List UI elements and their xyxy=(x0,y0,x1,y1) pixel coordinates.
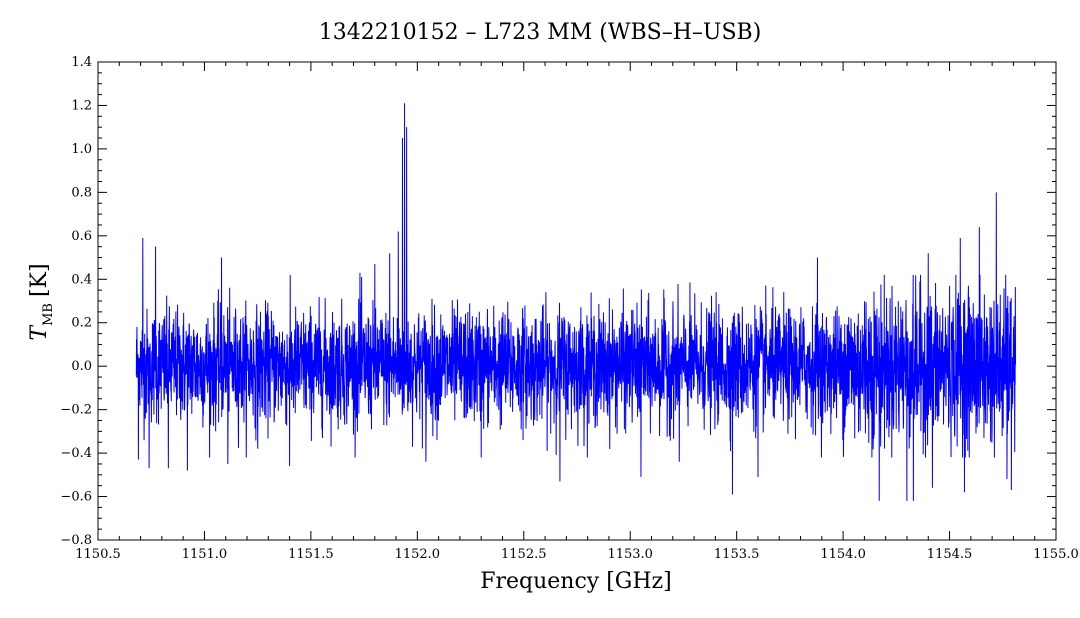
y-tick-label: 1.4 xyxy=(71,55,92,70)
y-tick-label: 0.6 xyxy=(71,229,92,244)
x-tick-label: 1150.5 xyxy=(75,547,121,562)
y-tick-label: 0.8 xyxy=(71,185,92,200)
y-tick-label: −0.2 xyxy=(60,403,92,418)
x-tick-label: 1151.0 xyxy=(182,547,228,562)
x-tick-label: 1153.5 xyxy=(714,547,760,562)
y-tick-label: 1.0 xyxy=(71,142,92,157)
chart-title: 1342210152 – L723 MM (WBS–H–USB) xyxy=(319,20,762,45)
x-axis-label: Frequency [GHz] xyxy=(480,569,672,594)
spectrum-line xyxy=(135,103,1017,501)
svg-text:TMB[K]: TMB [K] xyxy=(27,263,56,340)
y-axis-label-unit: [K] xyxy=(27,263,52,297)
spectrum-series xyxy=(135,103,1017,501)
x-tick-label: 1155.0 xyxy=(1033,547,1079,562)
y-tick-label: −0.4 xyxy=(60,446,92,461)
y-tick-label: −0.8 xyxy=(60,533,92,548)
x-tick-label: 1154.0 xyxy=(820,547,866,562)
plot-frame xyxy=(97,61,1057,541)
y-tick-label: 0.4 xyxy=(71,272,92,287)
y-tick-label: 0.2 xyxy=(71,316,92,331)
y-tick-label: 0.0 xyxy=(71,359,92,374)
y-axis-label: TMB [K] xyxy=(27,263,56,340)
y-tick-label: 1.2 xyxy=(71,98,92,113)
x-tick-label: 1154.5 xyxy=(927,547,973,562)
x-tick-label: 1153.0 xyxy=(607,547,653,562)
x-tick-label: 1151.5 xyxy=(288,547,334,562)
y-axis-label-subscript: MB xyxy=(41,303,56,326)
plot-area: 1150.5 1151.0 1151.5 1152.0 1152.5 1153.0 1153… xyxy=(60,55,1078,562)
y-tick-label: −0.6 xyxy=(60,490,92,505)
x-tick-label: 1152.5 xyxy=(501,547,547,562)
axis-ticks: 1150.5 1151.0 1151.5 1152.0 1152.5 1153.0 1153… xyxy=(60,55,1078,562)
y-axis-label-main: T xyxy=(27,324,52,341)
x-tick-label: 1152.0 xyxy=(395,547,441,562)
